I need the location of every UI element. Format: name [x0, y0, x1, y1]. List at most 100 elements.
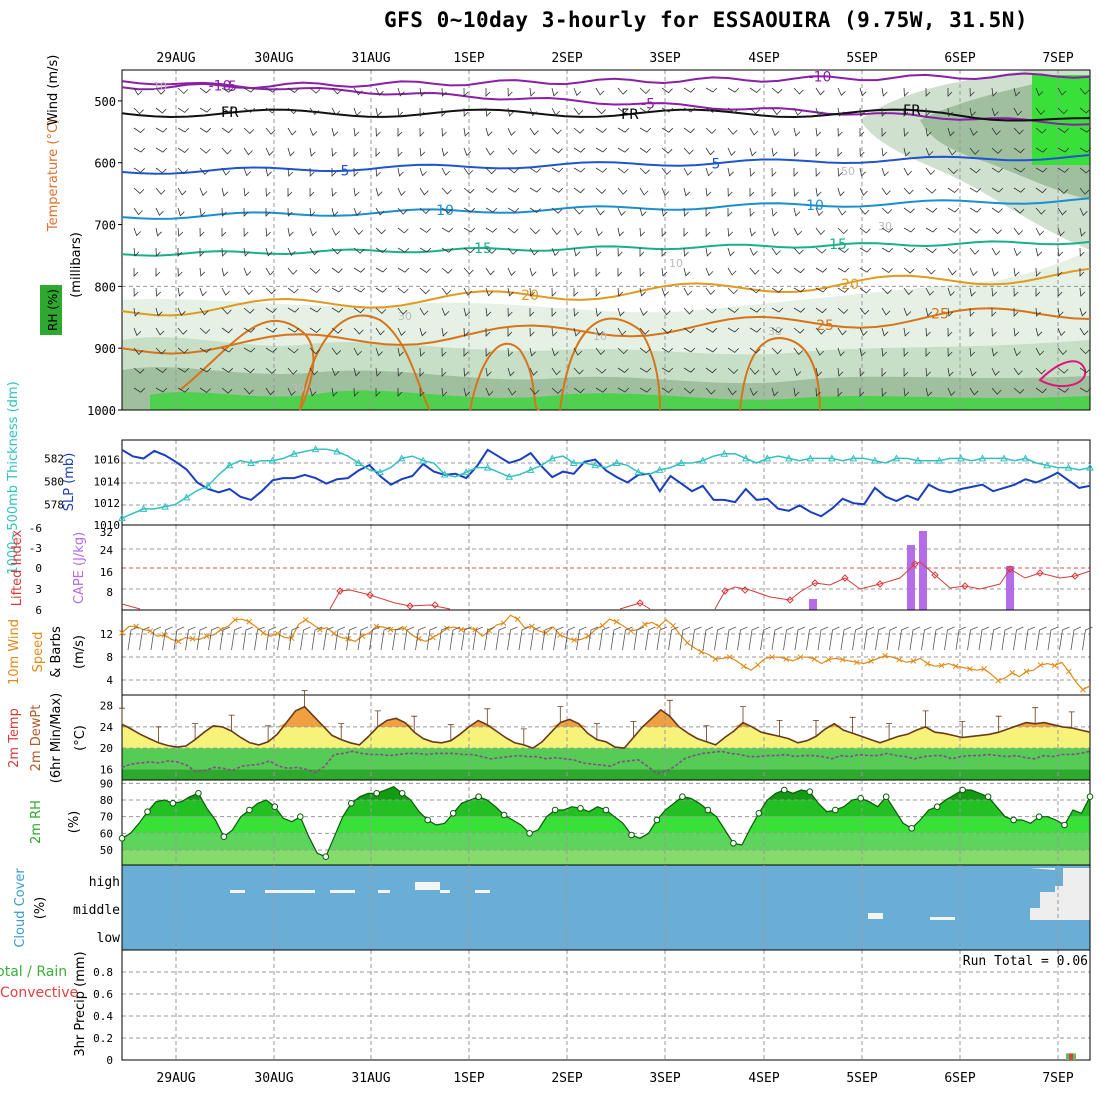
wind-barb — [441, 247, 454, 253]
wind-barb — [397, 287, 409, 294]
wind-barb — [551, 307, 557, 317]
wind-barb — [705, 187, 712, 197]
wind-barb — [815, 227, 826, 236]
wind-barb — [375, 127, 381, 137]
wind-barb — [727, 167, 734, 177]
wind-barb — [441, 367, 447, 377]
rh-marker — [857, 795, 865, 802]
wind-barb — [749, 287, 761, 294]
wind-barb — [551, 387, 563, 394]
wind-barb — [881, 207, 893, 214]
wind-barb — [287, 107, 298, 115]
wind-barb — [727, 307, 739, 314]
top-day-label-3SEP: 3SEP — [649, 51, 680, 66]
panel-slp-thickness: 1010 1012 1014 1016 578 580 582 1000~500mb Thic… — [6, 381, 1094, 575]
wind-speed-marker — [712, 656, 719, 662]
rh-marker — [653, 816, 661, 824]
rh-marker — [1035, 813, 1043, 821]
wind-barb — [815, 327, 826, 335]
wind-barb — [331, 327, 343, 334]
wind-barb — [265, 87, 278, 93]
wind-barb — [331, 247, 342, 255]
wind-barb-10m — [415, 626, 426, 651]
temp-minmax-whisker — [301, 690, 308, 707]
wind-barb — [419, 267, 431, 274]
wind-barb — [947, 287, 955, 297]
li-segment-3 — [714, 561, 1091, 610]
wind-barb — [287, 347, 299, 354]
wind-barb — [375, 187, 383, 197]
isotherm-label--10: -10 — [809, 69, 832, 85]
thickness-marker — [247, 458, 255, 466]
wind-barb — [1057, 387, 1070, 393]
wind-barb — [529, 308, 535, 317]
wind-speed-marker — [444, 625, 450, 632]
isotherm-label-5: 5 — [341, 164, 350, 180]
wind-barb — [903, 167, 913, 176]
rh-axis-label: 2m RH — [29, 800, 44, 844]
wind-barb — [1079, 387, 1092, 393]
wind-barb — [287, 207, 293, 217]
wind-barb — [265, 307, 277, 314]
wind-barb-10m — [978, 626, 990, 651]
wind-barb — [463, 367, 469, 377]
wind-barb — [1013, 207, 1025, 214]
li-tick--6: -6 — [29, 522, 42, 535]
wind-barb — [287, 87, 299, 94]
wind-barb-10m — [1047, 626, 1059, 651]
wind-barb — [199, 127, 212, 133]
wind-barb — [1079, 147, 1092, 153]
wind-barb-10m — [840, 626, 852, 651]
wind-barb — [815, 367, 823, 377]
isotherm-line-10 — [121, 197, 1091, 220]
wind-barb — [969, 227, 981, 234]
rh-marker — [449, 810, 457, 817]
wind-barb — [441, 187, 452, 195]
wind-barb — [683, 187, 691, 197]
thickness-marker — [419, 456, 427, 464]
isotherm-line--10 — [121, 72, 1091, 91]
rh-axis-swatch — [40, 285, 62, 335]
wind-barb — [881, 147, 888, 157]
rh-marker — [271, 803, 279, 811]
wind-axis-label: Wind (m/s) — [46, 55, 61, 126]
thickness-marker — [311, 445, 320, 453]
wind-barb — [309, 307, 322, 313]
wind-barb — [661, 347, 673, 353]
wind-speed-marker — [995, 677, 1002, 684]
wind-barb — [551, 147, 563, 154]
wind-barb — [353, 107, 361, 117]
cape-axis-label: CAPE (J/kg) — [72, 532, 87, 604]
li-marker — [1006, 565, 1014, 573]
wind-barb — [419, 207, 431, 214]
pressure-tick-800: 800 — [94, 280, 116, 294]
wind-barb — [881, 247, 894, 253]
wind-barb — [309, 327, 321, 334]
temp-minmax-whisker — [776, 720, 783, 737]
cloud-gap-0 — [230, 890, 245, 893]
wind-barb — [771, 187, 777, 197]
wind-barb — [727, 187, 733, 197]
wind-speed-marker — [1065, 668, 1072, 675]
bottom-day-labels: 29AUG 30AUG 31AUG 1SEP 2SEP 3SEP 4SEP 5SEP 6SEP 7… — [156, 1071, 1073, 1086]
wind-barb — [573, 288, 579, 297]
wind-barb — [705, 307, 717, 314]
wind-tick-8: 8 — [106, 651, 113, 664]
wind-barb — [375, 347, 383, 357]
wind-barb — [837, 127, 843, 137]
wind-barb — [683, 367, 696, 373]
wind-barb — [771, 127, 780, 137]
wind-barb — [969, 107, 976, 117]
isotherm-label-20: 20 — [841, 277, 859, 293]
wind-barb — [199, 87, 211, 94]
wind-barb-10m — [369, 626, 380, 651]
wind-barb — [199, 107, 212, 113]
wind-barb — [419, 387, 425, 397]
wind-speed-marker — [613, 618, 620, 625]
wind-barb — [397, 327, 406, 336]
wind-speed-marker — [811, 656, 818, 662]
rh-band-0 — [122, 850, 1090, 865]
temp-minmax-whisker — [959, 721, 966, 738]
wind-speed-marker — [896, 656, 903, 663]
wind-barb — [837, 207, 847, 216]
